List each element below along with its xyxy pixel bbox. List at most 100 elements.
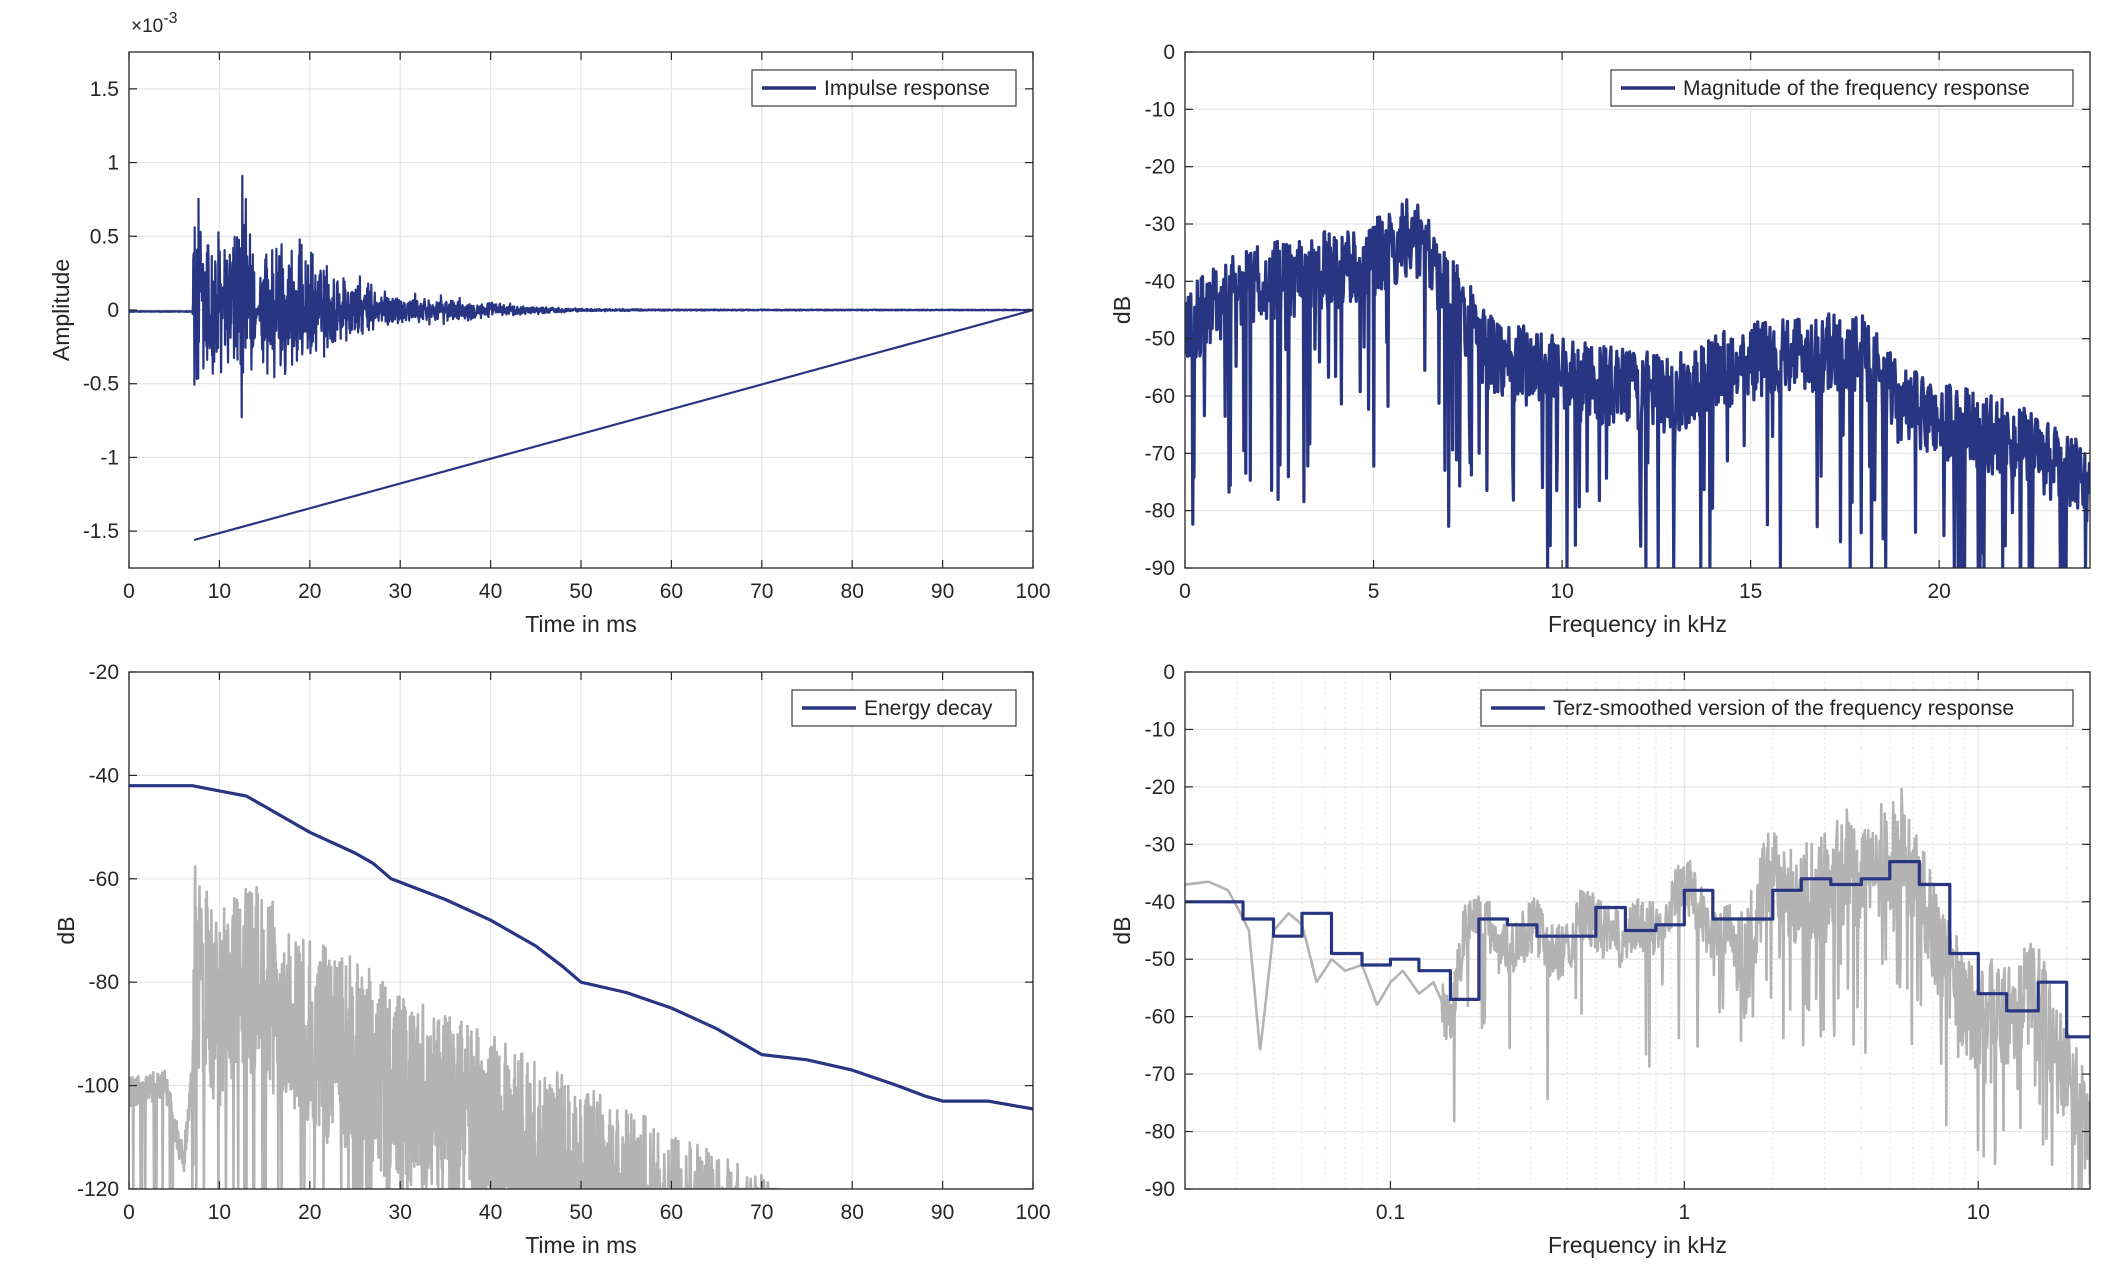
x-tick-label: 0.1: [1376, 1201, 1405, 1224]
series-raw-gray: [129, 865, 781, 1189]
x-tick-label: 0: [1179, 580, 1191, 603]
y-tick-label: 1: [107, 152, 119, 175]
axes-box: [1184, 671, 2091, 1190]
x-tick-label: 20: [298, 580, 321, 603]
data-series-group: [129, 174, 1033, 542]
legend-entry: Magnitude of the frequency response: [1683, 77, 2030, 100]
x-axis-label: Frequency in kHz: [1548, 611, 1727, 637]
y-multiplier-label: ×10-3: [131, 10, 178, 37]
y-tick-label: -30: [1145, 213, 1175, 236]
x-axis-label: Time in ms: [525, 611, 637, 637]
legend: Magnitude of the frequency response: [1610, 69, 2074, 107]
y-tick-label: 0.5: [90, 225, 119, 248]
axes-box: [1184, 51, 2091, 569]
series-magnitude-of-the-frequency-response: [1185, 198, 2090, 568]
y-tick-label: 1.5: [90, 78, 119, 101]
chart-panel-1: 0 10 20 30 40 50 60 70 80 90 100 -1.5 -1 -0.5 0 0.5 1 1.5…: [48, 10, 1051, 637]
x-tick-label: 10: [208, 580, 231, 603]
x-tick-label: 1: [1678, 1201, 1690, 1224]
y-tick-label: -100: [77, 1075, 119, 1098]
y-tick-label: -60: [1145, 1006, 1175, 1029]
y-tick-label: -30: [1145, 833, 1175, 856]
legend-box: [1480, 689, 2074, 727]
x-tick-label: 30: [389, 580, 412, 603]
x-tick-label: 100: [1015, 580, 1050, 603]
y-tick-label: -40: [89, 764, 119, 787]
x-tick-label: 20: [1927, 580, 1950, 603]
legend-entry: Impulse response: [824, 77, 990, 100]
y-tick-label: -70: [1145, 442, 1175, 465]
legend-entry: Energy decay: [864, 697, 993, 720]
x-tick-label: 70: [750, 580, 773, 603]
x-tick-label: 40: [479, 580, 502, 603]
y-tick-label: -0.5: [83, 373, 119, 396]
x-tick-label: 15: [1739, 580, 1762, 603]
y-tick-label: -80: [1145, 1121, 1175, 1144]
tick-labels: 0 5 10 15 20 0 -10 -20 -30 -40 -50 -60 -70 -80 -90: [1145, 41, 2090, 603]
tick-labels: 0.1 1 10 0 -10 -20 -30 -40 -50 -60 -70 -80 -90: [1145, 661, 2090, 1224]
series-impulse-response: [129, 174, 1033, 542]
y-multiplier-exponent: -3: [163, 10, 177, 27]
x-tick-label: 60: [660, 580, 683, 603]
data-series-group: [129, 784, 1033, 1189]
tick-labels: 0 10 20 30 40 50 60 70 80 90 100 -1.5 -1 -0.5 0 0.5 1 1.5: [83, 52, 1051, 603]
x-tick-label: 10: [1967, 1201, 1990, 1224]
data-series-group: [1185, 198, 2090, 568]
y-multiplier-base: ×10: [131, 16, 163, 37]
y-tick-label: -50: [1145, 948, 1175, 971]
y-tick-label: -40: [1145, 270, 1175, 293]
x-tick-label: 100: [1015, 1201, 1050, 1224]
y-axis-label: Amplitude: [48, 259, 74, 361]
tick-labels: 0 10 20 30 40 50 60 70 80 90 100 -20 -40 -60 -80 -100 -1…: [77, 661, 1051, 1224]
series-terz-smoothed-version-of-the-frequency-response: [1185, 860, 2090, 1039]
x-axis-label: Time in ms: [525, 1232, 637, 1258]
y-tick-label: -40: [1145, 891, 1175, 914]
legend: Terz-smoothed version of the frequency r…: [1480, 689, 2074, 727]
y-tick-label: -80: [1145, 500, 1175, 523]
x-tick-label: 0: [123, 580, 135, 603]
y-tick-label: -70: [1145, 1063, 1175, 1086]
x-tick-label: 50: [569, 1201, 592, 1224]
x-tick-label: 10: [208, 1201, 231, 1224]
y-tick-label: -120: [77, 1178, 119, 1201]
y-tick-label: -20: [1145, 776, 1175, 799]
legend-box: [1610, 69, 2074, 107]
x-tick-label: 90: [931, 580, 954, 603]
x-tick-label: 40: [479, 1201, 502, 1224]
x-tick-label: 30: [389, 1201, 412, 1224]
y-tick-label: 0: [1163, 661, 1175, 684]
chart-panel-2: 0 5 10 15 20 0 -10 -20 -30 -40 -50 -60 -70 -80 -90 Freq…: [1109, 41, 2091, 637]
chart-panel-3: 0 10 20 30 40 50 60 70 80 90 100 -20 -40 -60 -80 -100 -1…: [53, 661, 1051, 1258]
data-series-group: [1185, 787, 2090, 1189]
x-tick-label: 80: [841, 1201, 864, 1224]
x-tick-label: 70: [750, 1201, 773, 1224]
y-tick-label: 0: [107, 299, 119, 322]
y-axis-label: dB: [1109, 916, 1135, 944]
legend-entry: Terz-smoothed version of the frequency r…: [1553, 697, 2014, 720]
x-tick-label: 60: [660, 1201, 683, 1224]
y-axis-label: dB: [1109, 296, 1135, 324]
y-tick-label: 0: [1163, 41, 1175, 64]
y-tick-label: -60: [89, 868, 119, 891]
y-tick-label: -20: [1145, 156, 1175, 179]
x-tick-label: 10: [1550, 580, 1573, 603]
x-tick-label: 5: [1368, 580, 1380, 603]
x-tick-label: 80: [841, 580, 864, 603]
x-tick-label: 50: [569, 580, 592, 603]
series-energy-decay: [129, 784, 1033, 1111]
y-tick-label: -10: [1145, 98, 1175, 121]
y-tick-label: -50: [1145, 328, 1175, 351]
legend: Energy decay: [791, 689, 1017, 727]
y-tick-label: -90: [1145, 1178, 1175, 1201]
y-tick-label: -80: [89, 971, 119, 994]
y-tick-label: -60: [1145, 385, 1175, 408]
x-tick-label: 20: [298, 1201, 321, 1224]
chart-panel-4: 0.1 1 10 0 -10 -20 -30 -40 -50 -60 -70 -80 -90 Freque…: [1109, 661, 2091, 1258]
y-tick-label: -1.5: [83, 520, 119, 543]
y-tick-label: -90: [1145, 557, 1175, 580]
y-tick-label: -10: [1145, 718, 1175, 741]
series-raw-gray: [1185, 787, 2090, 1189]
x-tick-label: 0: [123, 1201, 135, 1224]
